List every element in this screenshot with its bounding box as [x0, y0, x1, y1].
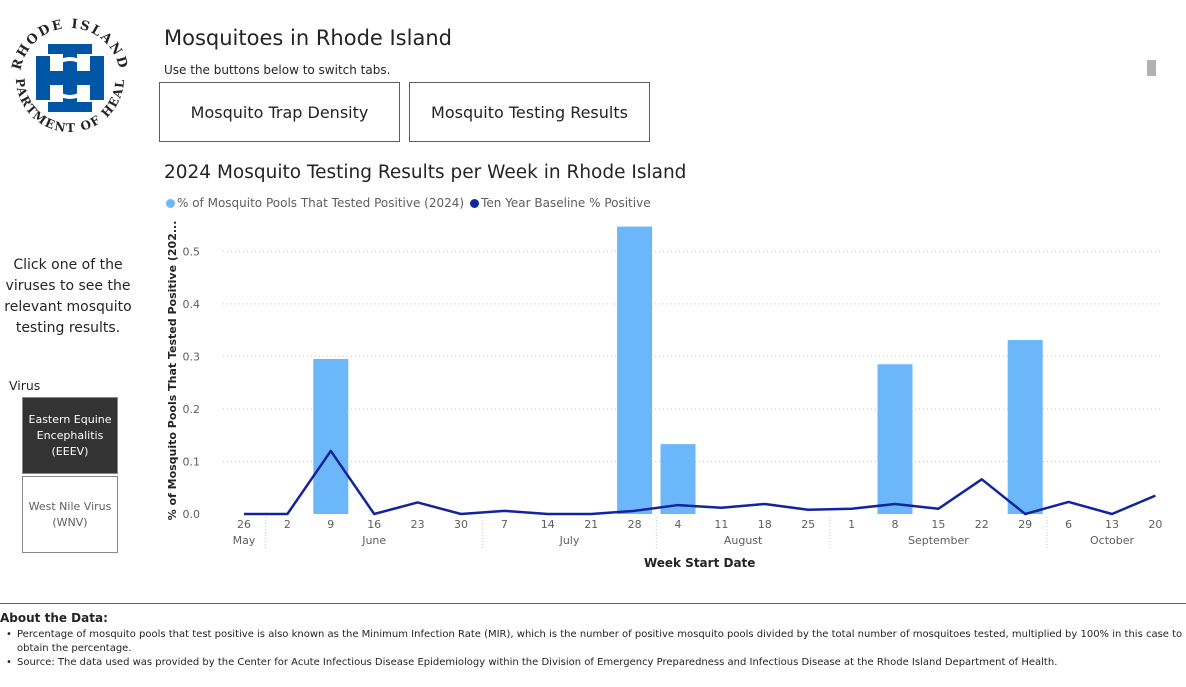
bar-positive-8: [877, 364, 913, 514]
x-tick-label: 11: [714, 518, 728, 531]
page-title: Mosquitoes in Rhode Island: [164, 26, 452, 50]
month-label: October: [1090, 534, 1134, 547]
y-tick-label: 0.3: [183, 350, 201, 363]
y-tick-label: 0.1: [183, 455, 201, 468]
legend-dot-positive: [166, 198, 175, 208]
x-tick-label: 4: [675, 518, 682, 531]
x-tick-label: 29: [1018, 518, 1032, 531]
y-axis-title: % of Mosquito Pools That Tested Positive…: [166, 221, 179, 521]
virus-button-wnv[interactable]: West Nile Virus (WNV): [22, 476, 118, 553]
x-tick-label: 2: [284, 518, 291, 531]
about-heading: About the Data:: [0, 611, 108, 625]
ri-department-of-health-logo: RHODE ISLAND DEPARTMENT OF HEALTH: [6, 14, 128, 135]
chart-title: 2024 Mosquito Testing Results per Week i…: [164, 162, 687, 183]
bar-positive-9: [313, 358, 349, 514]
x-tick-label: 6: [1065, 518, 1072, 531]
month-label: May: [233, 534, 256, 547]
x-tick-label: 25: [801, 518, 815, 531]
x-tick-label: 20: [1148, 518, 1162, 531]
line-baseline: [244, 449, 1156, 516]
virus-button-eeev[interactable]: Eastern Equine Encephalitis (EEEV): [22, 397, 118, 474]
y-tick-label: 0.2: [183, 403, 201, 416]
x-tick-label: 1: [848, 518, 855, 531]
y-tick-label: 0.0: [183, 508, 201, 521]
about-bullet-source: Source: The data used was provided by th…: [6, 656, 1184, 670]
x-tick-label: 22: [975, 518, 989, 531]
x-tick-label: 21: [584, 518, 598, 531]
tab-mosquito-testing-results[interactable]: Mosquito Testing Results: [409, 82, 650, 142]
virus-instructions: Click one of the viruses to see the rele…: [4, 257, 132, 336]
bar-positive-29: [1007, 340, 1043, 514]
legend-dot-baseline: [470, 198, 480, 208]
x-tick-label: 14: [541, 518, 555, 531]
legend-label-positive: % of Mosquito Pools That Tested Positive…: [177, 196, 465, 210]
bar-positive-28: [617, 226, 653, 515]
x-tick-label: 7: [501, 518, 508, 531]
y-tick-label: 0.4: [183, 298, 201, 311]
footer-divider: [0, 603, 1186, 604]
x-tick-label: 9: [327, 518, 334, 531]
month-label: July: [559, 534, 580, 547]
x-tick-label: 16: [367, 518, 381, 531]
page-subtitle: Use the buttons below to switch tabs.: [164, 63, 391, 77]
legend-label-baseline: Ten Year Baseline % Positive: [481, 196, 651, 210]
about-bullet-mir: Percentage of mosquito pools that test p…: [6, 628, 1184, 656]
x-tick-label: 26: [237, 518, 251, 531]
y-tick-label: 0.5: [183, 245, 201, 258]
chart-plot: 0.00.10.20.30.40.526 2 9 16 23 30 7 14 21 28 4 11 18…: [166, 221, 1162, 570]
month-label: June: [361, 534, 386, 547]
x-tick-label: 13: [1105, 518, 1119, 531]
virus-slicer-label: Virus: [9, 378, 41, 393]
month-label: August: [724, 534, 763, 547]
month-label: September: [908, 534, 969, 547]
x-tick-label: 30: [454, 518, 468, 531]
scrollbar-handle[interactable]: [1147, 60, 1156, 76]
bar-positive-4: [660, 444, 696, 514]
legend-item-baseline[interactable]: Ten Year Baseline % Positive: [470, 196, 651, 210]
x-tick-label: 23: [411, 518, 425, 531]
about-list: Percentage of mosquito pools that test p…: [6, 628, 1184, 670]
legend-item-positive[interactable]: % of Mosquito Pools That Tested Positive…: [166, 196, 464, 210]
x-tick-label: 18: [758, 518, 772, 531]
x-axis-title: Week Start Date: [644, 556, 756, 570]
tab-mosquito-trap-density[interactable]: Mosquito Trap Density: [159, 82, 400, 142]
x-tick-label: 8: [892, 518, 899, 531]
x-tick-label: 15: [931, 518, 945, 531]
chart-legend: % of Mosquito Pools That Tested Positive…: [166, 196, 657, 210]
x-tick-label: 28: [628, 518, 642, 531]
